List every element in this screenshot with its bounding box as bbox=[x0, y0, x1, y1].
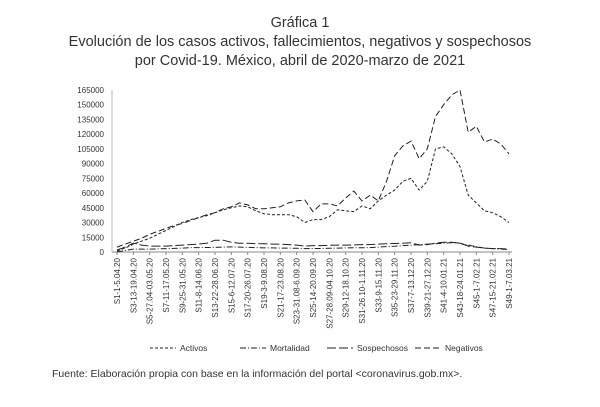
x-tick-label: S9-25-31.05.20 bbox=[178, 257, 187, 313]
x-tick-labels: S1-1-5.04.20 S3-13-19.04.20 S5-27.04-03.05… bbox=[113, 252, 514, 329]
x-tick-label: S11-8-14.06.20 bbox=[195, 257, 204, 312]
series-line-activos bbox=[116, 146, 510, 252]
legend: Activos Mortalidad Sospechosos Negativos bbox=[150, 343, 483, 353]
x-tick-label: S27-28.09-04.10.20 bbox=[325, 257, 334, 328]
x-tick-label: S31-26.10-1.11.20 bbox=[358, 257, 367, 323]
legend-label-negativos: Negativos bbox=[445, 343, 483, 353]
chart-title-line1: Evolución de los casos activos, fallecim… bbox=[68, 34, 532, 50]
legend-label-mortalidad: Mortalidad bbox=[270, 343, 310, 353]
series-line-sospechosos bbox=[116, 239, 510, 251]
x-tick-label: S1-1-5.04.20 bbox=[113, 257, 122, 304]
x-tick-label: S15-6-12.07.20 bbox=[227, 257, 236, 313]
x-tick-label: S23-31.08-6.09.20 bbox=[293, 257, 302, 324]
y-tick-label: 165000 bbox=[77, 86, 104, 95]
y-tick-label: 45000 bbox=[82, 204, 105, 213]
title-block: Gráfica 1 Evolución de los casos activos… bbox=[0, 14, 600, 71]
x-tick-label: S35-23-29.11.20 bbox=[391, 257, 400, 317]
figure-label: Gráfica 1 bbox=[270, 15, 330, 31]
x-tick-label: S3-13-19.04.20 bbox=[129, 257, 138, 313]
y-tick-label: 135000 bbox=[77, 115, 104, 124]
y-tick-label: 30000 bbox=[82, 219, 105, 228]
x-tick-label: S45-1-7.02.21 bbox=[472, 257, 481, 308]
source-note: Fuente: Elaboración propia con base en l… bbox=[52, 368, 463, 380]
x-tick-label: S41-4-10.01.21 bbox=[440, 257, 449, 313]
x-tick-label: S39-21-27.12.20 bbox=[423, 257, 432, 317]
x-tick-label: S7-11-17.05.20 bbox=[162, 257, 171, 312]
series-line-mortalidad bbox=[116, 242, 510, 253]
x-tick-label: S5-27.04-03.05.20 bbox=[146, 257, 155, 324]
y-tick-label: 150000 bbox=[77, 101, 104, 110]
chart-title-line2: por Covid-19. México, abril de 2020-marz… bbox=[134, 53, 466, 69]
x-tick-label: S13-22-28.06.20 bbox=[211, 257, 220, 317]
x-tick-label: S25-14-20.09.20 bbox=[309, 257, 318, 317]
x-tick-label: S21-17-23.08.20 bbox=[276, 257, 285, 317]
y-tick-label: 0 bbox=[100, 248, 105, 257]
series-line-negativos bbox=[116, 89, 510, 248]
legend-label-sospechosos: Sospechosos bbox=[357, 343, 408, 353]
series-lines bbox=[116, 89, 510, 253]
y-tick-label: 60000 bbox=[82, 189, 105, 198]
x-tick-label: S47-15-21.02.21 bbox=[489, 257, 498, 317]
x-tick-label: S17-20-26.07.20 bbox=[244, 257, 253, 317]
x-tick-label: S29-12-18.10.20 bbox=[342, 257, 351, 317]
x-tick-label: S49-1-7.03.21 bbox=[505, 257, 514, 308]
x-tick-label: S43-18-24.01.21 bbox=[456, 257, 465, 317]
y-tick-label: 120000 bbox=[77, 130, 104, 139]
y-tick-label: 15000 bbox=[82, 233, 105, 242]
y-tick-label: 105000 bbox=[77, 145, 104, 154]
legend-label-activos: Activos bbox=[180, 343, 207, 353]
x-tick-label: S19-3-9.08.20 bbox=[260, 257, 269, 308]
x-tick-label: S37-7-13.12.20 bbox=[407, 257, 416, 313]
y-tick-labels: 0 15000 30000 45000 60000 75000 90000 105000 120… bbox=[77, 86, 104, 257]
y-tick-label: 75000 bbox=[82, 174, 105, 183]
x-tick-label: S33-9-15.11.20 bbox=[374, 257, 383, 312]
y-tick-label: 90000 bbox=[82, 160, 105, 169]
